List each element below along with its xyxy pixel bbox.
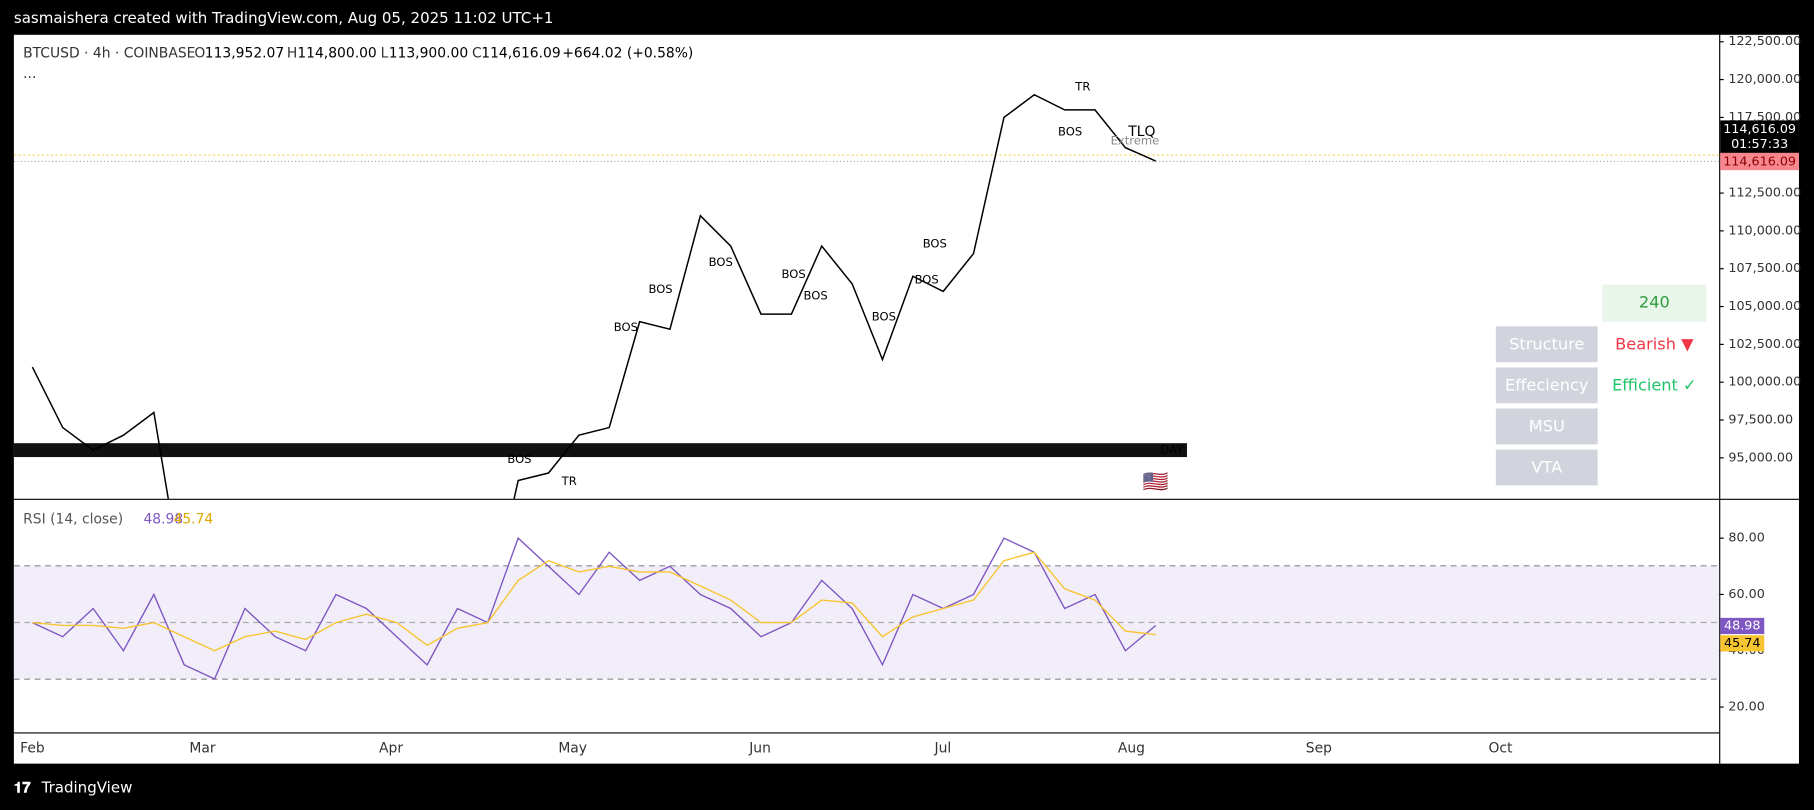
- rsi-title: RSI (14, close): [23, 512, 123, 528]
- x-tick-label: May: [558, 741, 587, 757]
- y-tick-label: 107,500.00: [1728, 260, 1801, 275]
- indicator-band: [13, 443, 1187, 458]
- series-line: [32, 551, 1156, 652]
- y-tick-label: 105,000.00: [1728, 298, 1801, 313]
- y-tick-label: 20.00: [1728, 699, 1764, 714]
- open: 113,952.07: [205, 45, 284, 61]
- annotation: BOS: [614, 320, 638, 334]
- rsi-tag-label: 48.98: [1724, 617, 1760, 632]
- close: 114,616.09: [481, 45, 560, 61]
- panel-label: MSU: [1529, 416, 1565, 435]
- x-tick-label: Sep: [1306, 741, 1332, 757]
- more[interactable]: ...: [23, 66, 36, 82]
- x-tick-label: Jul: [933, 741, 951, 757]
- annotation: BOS: [923, 237, 947, 251]
- price-tag: [1720, 120, 1799, 156]
- x-tick-label: Apr: [379, 741, 403, 757]
- header-title: sasmaishera created with TradingView.com…: [14, 9, 554, 27]
- rsi-tag: [1720, 617, 1765, 635]
- footer-logo: 𝟏𝟕: [14, 778, 31, 796]
- annotation: Extreme: [1111, 134, 1160, 148]
- legend: BTCUSD · 4h · COINBASE O 113,952.07 H 11…: [23, 45, 693, 82]
- y-tick-label: 97,500.00: [1728, 412, 1793, 427]
- l-label: L: [381, 45, 389, 61]
- annotation: BOS: [872, 310, 896, 324]
- annotation: TLQ: [1127, 124, 1155, 140]
- y-tick-label: 112,500.00: [1728, 185, 1801, 200]
- y-tick-label: 95,000.00: [1728, 449, 1793, 464]
- y-tick-label: 117,500.00: [1728, 109, 1801, 124]
- x-tick-label: Oct: [1488, 741, 1513, 757]
- footer-brand: TradingView: [41, 778, 133, 796]
- o-label: O: [194, 45, 205, 61]
- price-tag-countdown: 01:57:33: [1731, 136, 1788, 151]
- panel-label-cell: [1495, 408, 1598, 445]
- y-tick-label: 80.00: [1728, 530, 1764, 545]
- annotation: TR: [561, 474, 577, 488]
- red-tag-price: 114,616.09: [1723, 154, 1796, 169]
- plot: [32, 536, 1157, 680]
- panel-label-cell: [1495, 367, 1598, 404]
- y-tick-label: 60.00: [1728, 586, 1764, 601]
- change: +664.02 (+0.58%): [562, 45, 693, 61]
- timeframe-cell: [1602, 284, 1707, 322]
- symbol: BTCUSD · 4h · COINBASE: [23, 45, 195, 61]
- panel-label: Structure: [1509, 334, 1584, 353]
- timeframe: 240: [1639, 293, 1670, 312]
- rsi-ma-value: 45.74: [174, 512, 214, 528]
- panel-label: Effeciency: [1505, 375, 1589, 394]
- panel-value: Efficient ✓: [1612, 375, 1697, 394]
- plot: [31, 93, 1157, 499]
- red-tag: [1720, 152, 1799, 171]
- series-line: [32, 536, 1157, 680]
- series-line: [31, 93, 1157, 499]
- annotation: BOS: [915, 273, 939, 287]
- price-tag-price: 114,616.09: [1723, 121, 1796, 136]
- y-tick-label: 120,000.00: [1728, 71, 1801, 86]
- annotation: BOS: [649, 282, 673, 296]
- h-label: H: [287, 45, 297, 61]
- rsi-value: 48.98: [143, 512, 183, 528]
- annotation: BOS: [804, 289, 828, 303]
- panel-label-cell: [1495, 449, 1598, 486]
- y-tick-label: 110,000.00: [1728, 222, 1801, 237]
- annotation: BOS: [507, 452, 531, 466]
- low: 113,900.00: [389, 45, 468, 61]
- annotation: BOS: [782, 267, 806, 281]
- y-tick-label: 102,500.00: [1728, 336, 1801, 351]
- annotation: BOS: [1058, 124, 1082, 138]
- rsi-tag: [1720, 635, 1765, 652]
- panel-value: Bearish ▼: [1615, 334, 1694, 353]
- x-tick-label: Mar: [189, 741, 215, 757]
- x-tick-label: Jun: [748, 741, 771, 757]
- panel-label-cell: [1495, 326, 1598, 363]
- rsi-tag-label: 45.74: [1724, 635, 1760, 650]
- x-tick-label: Feb: [20, 741, 45, 757]
- flag-icon[interactable]: 🇺🇸: [1143, 470, 1169, 494]
- annotation: BOS: [709, 255, 733, 269]
- panel: 240: [1602, 284, 1707, 322]
- annotation: TR: [1074, 79, 1090, 93]
- c-label: C: [472, 45, 482, 61]
- y-tick-label: 122,500.00: [1728, 33, 1801, 48]
- annotation: DAY: [1161, 443, 1185, 457]
- y-tick-label: 100,000.00: [1728, 374, 1801, 389]
- panel-label: VTA: [1531, 458, 1562, 477]
- x-tick-label: Aug: [1118, 741, 1145, 757]
- high: 114,800.00: [297, 45, 376, 61]
